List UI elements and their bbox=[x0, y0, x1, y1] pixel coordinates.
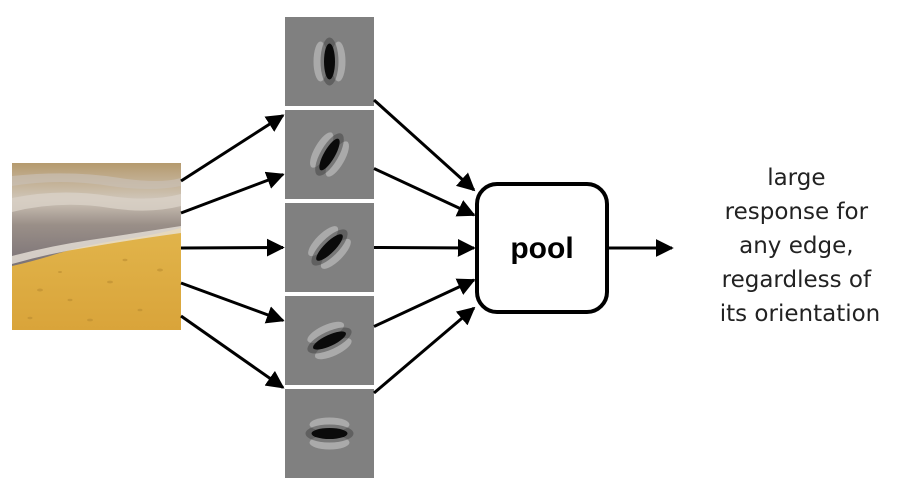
input-arrow bbox=[180, 114, 285, 183]
filter-panel bbox=[285, 296, 374, 385]
input-arrow bbox=[180, 238, 285, 257]
input-beach-image bbox=[12, 163, 181, 330]
input-arrows bbox=[180, 114, 285, 389]
caption-line: large bbox=[767, 165, 825, 191]
filter-panel bbox=[285, 17, 374, 106]
caption-line: any edge, bbox=[739, 233, 853, 259]
pool-label: pool bbox=[510, 232, 573, 265]
filter-panel bbox=[285, 110, 374, 199]
pool-arrow bbox=[373, 306, 476, 395]
input-arrow bbox=[180, 171, 285, 215]
pool-arrow bbox=[373, 167, 476, 217]
input-arrow bbox=[180, 281, 285, 324]
caption-line: its orientation bbox=[720, 301, 881, 327]
filter-panel bbox=[285, 203, 374, 292]
caption-line: regardless of bbox=[722, 267, 872, 293]
pool-arrow bbox=[372, 98, 476, 192]
oriented-filter-bank bbox=[285, 17, 374, 478]
caption-line: response for bbox=[725, 199, 869, 225]
pool-arrow bbox=[373, 278, 476, 328]
pool-arrow bbox=[373, 238, 476, 257]
response-caption: large response for any edge, regardless … bbox=[720, 165, 881, 327]
input-arrow bbox=[180, 314, 285, 389]
pool-arrows bbox=[372, 98, 476, 395]
filter-panel bbox=[285, 389, 374, 478]
pool-box bbox=[475, 182, 609, 314]
